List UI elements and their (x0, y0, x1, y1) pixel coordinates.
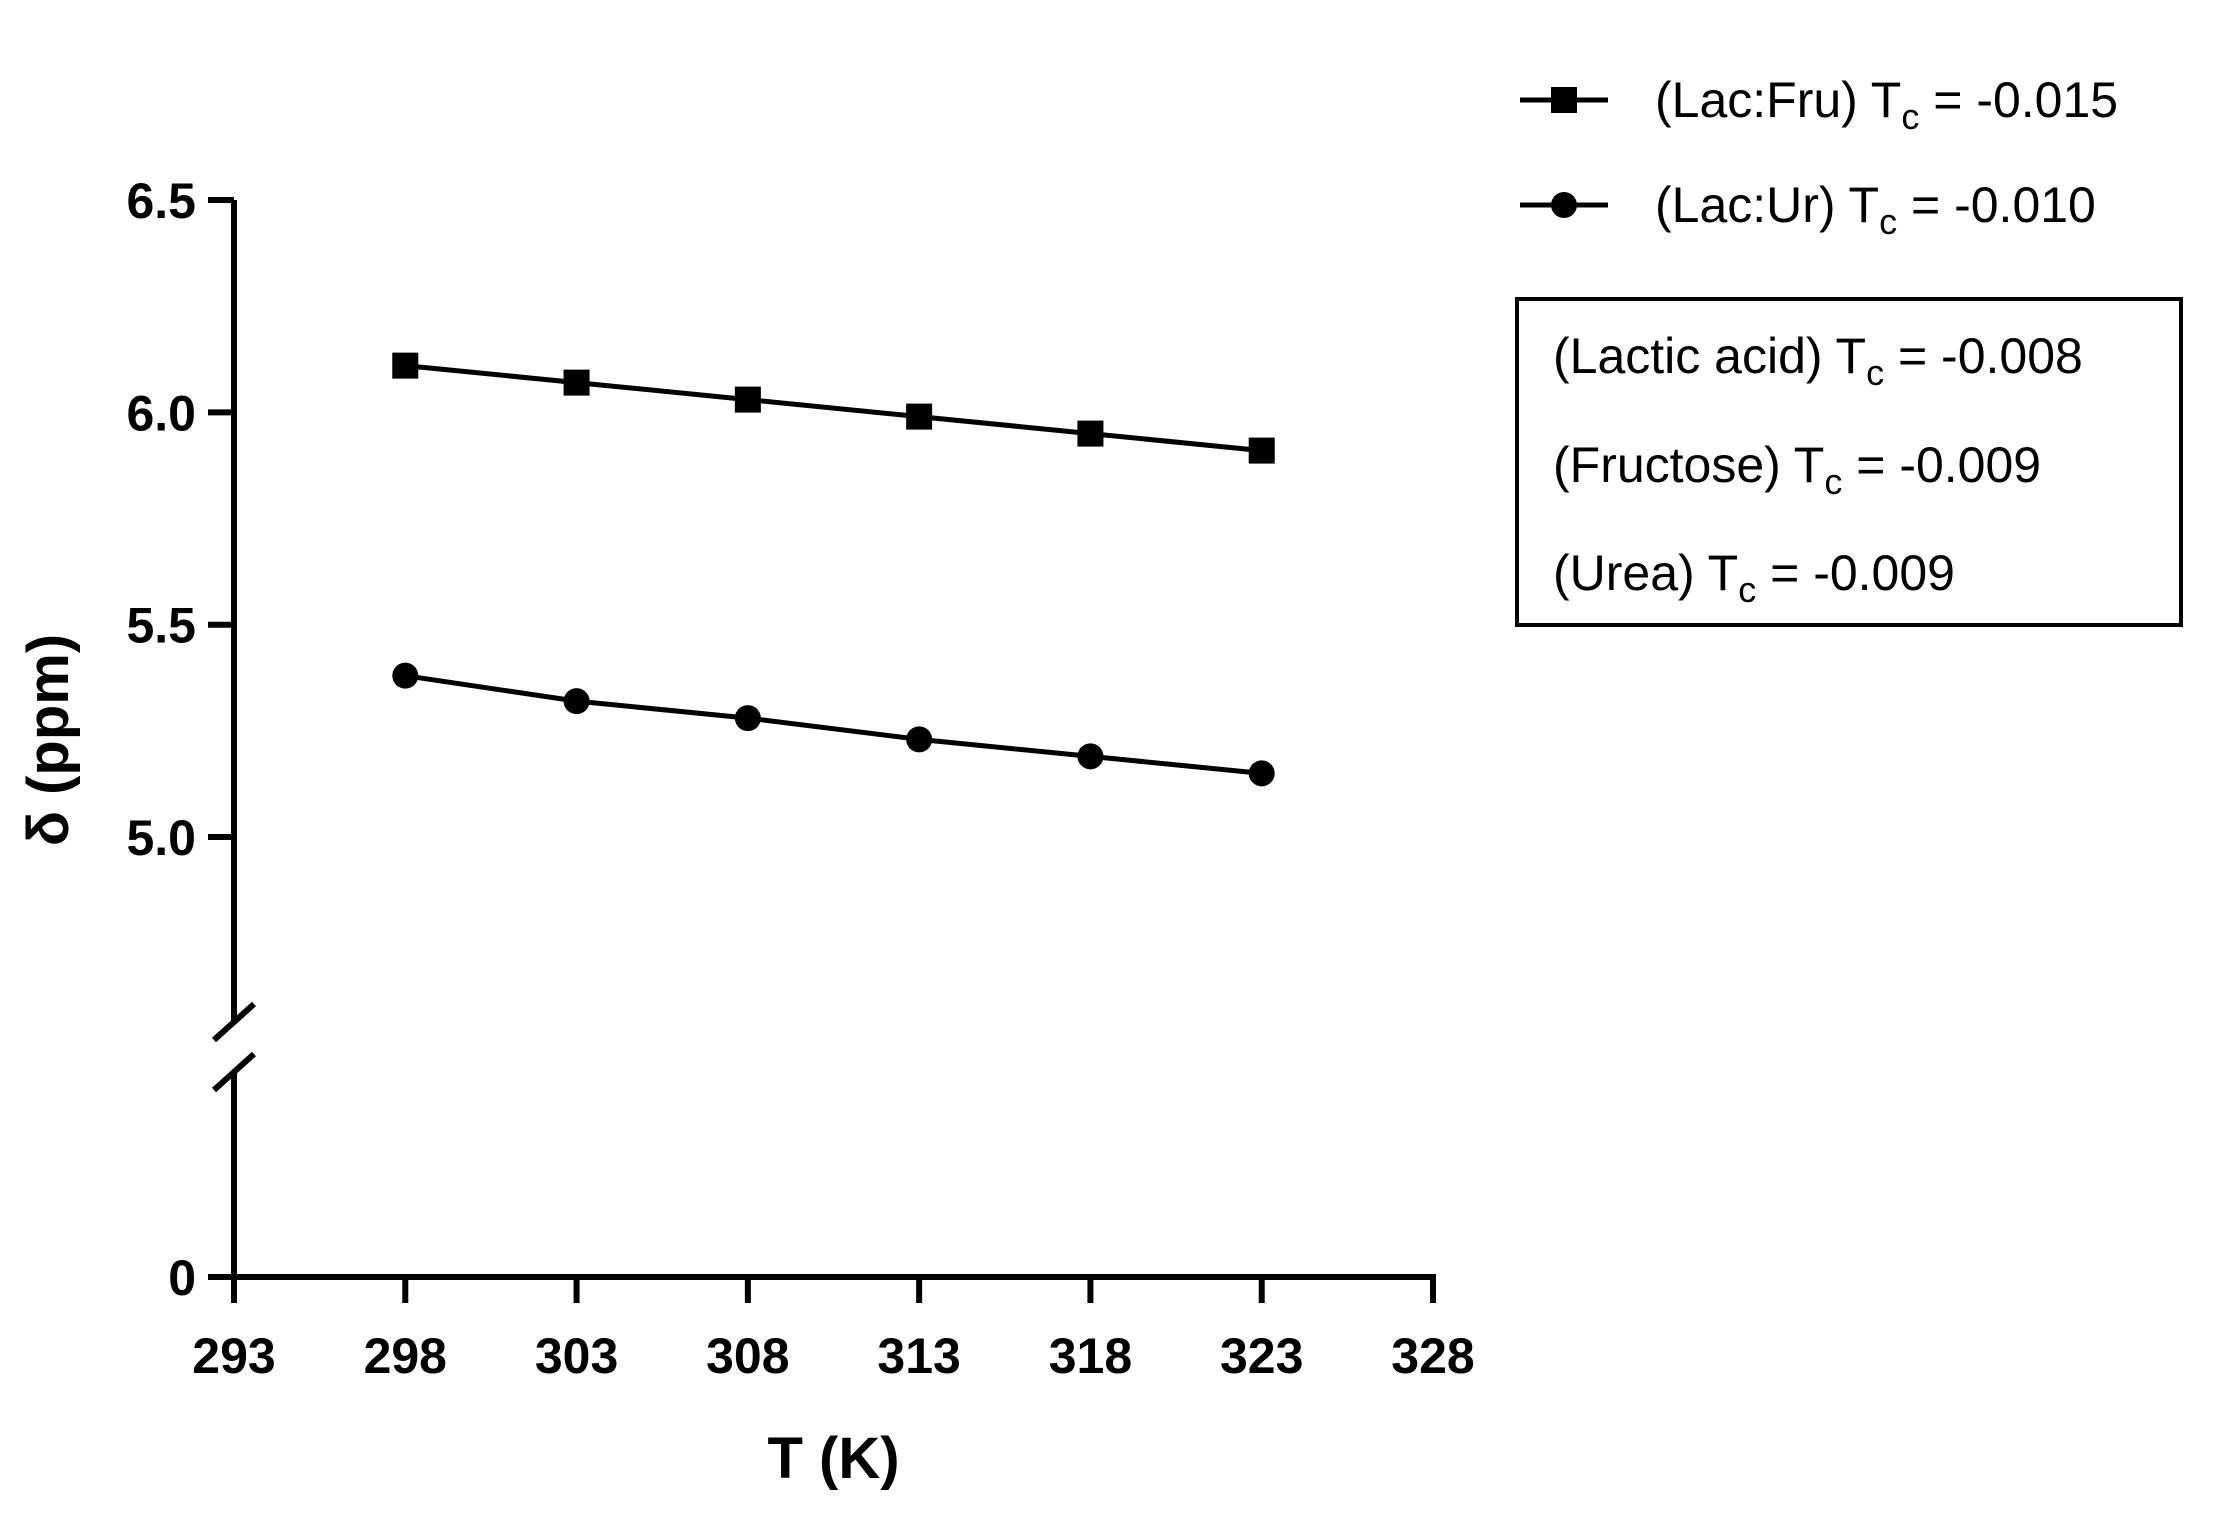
x-tick-label: 318 (1049, 1328, 1132, 1384)
series-layer (392, 352, 1275, 787)
series-square (392, 352, 1275, 464)
y-tick-label: 6.5 (126, 173, 196, 229)
series-circle (392, 662, 1275, 787)
legend-marker-circle (1551, 192, 1577, 218)
legend-marker-square (1551, 87, 1577, 113)
legend-layer: (Lac:Fru) Tc = -0.015 (Lac:Ur) Tc = -0.01… (1520, 72, 2118, 242)
data-point-circle (906, 726, 933, 753)
annotation-box (1515, 297, 2183, 627)
data-point-square (1077, 420, 1104, 447)
y-axis-break-mark (211, 1051, 257, 1093)
y-tick-label: 6.0 (126, 385, 196, 441)
data-point-circle (734, 705, 761, 732)
data-point-square (1248, 437, 1275, 464)
x-tick-label: 298 (364, 1328, 447, 1384)
legend-entry: (Lac:Fru) Tc = -0.015 (1520, 72, 2118, 137)
x-axis-title: T (K) (767, 1426, 899, 1491)
data-point-square (392, 352, 419, 379)
y-tick-label: 5.5 (126, 598, 196, 654)
y-tick-label: 0 (168, 1250, 196, 1306)
series-line (405, 363, 1262, 454)
annotation-text: (Lactic acid) Tc = -0.008 (1553, 328, 2083, 393)
x-tick-label: 323 (1220, 1328, 1303, 1384)
data-point-square (906, 403, 933, 430)
data-point-circle (563, 688, 590, 715)
y-tick-label: 5.0 (126, 810, 196, 866)
axes-layer: 293 298 303 308 313 318 323 328 0 5.0 5.5 6.0 6.5 T (… (16, 173, 1475, 1491)
legend-label: (Lac:Fru) Tc = -0.015 (1655, 72, 2118, 137)
data-point-square (734, 386, 761, 413)
y-axis-title: δ (ppm) (16, 634, 81, 846)
legend-label: (Lac:Ur) Tc = -0.010 (1655, 177, 2096, 242)
annotation-text: (Fructose) Tc = -0.009 (1553, 437, 2041, 502)
series-line (404, 673, 1262, 776)
data-point-circle (1248, 760, 1275, 787)
x-tick-label: 293 (192, 1328, 275, 1384)
data-point-circle (392, 662, 419, 689)
y-axis-break-mark (211, 1001, 257, 1043)
legend-entry: (Lac:Ur) Tc = -0.010 (1520, 177, 2096, 242)
annotation-layer: (Lactic acid) Tc = -0.008 (Fructose) Tc =… (1515, 297, 2183, 627)
annotation-text: (Urea) Tc = -0.009 (1553, 545, 1955, 610)
data-point-circle (1077, 743, 1104, 770)
x-tick-label: 313 (877, 1328, 960, 1384)
x-tick-label: 303 (535, 1328, 618, 1384)
data-point-square (563, 369, 590, 396)
x-tick-label: 328 (1391, 1328, 1474, 1384)
x-tick-label: 308 (706, 1328, 789, 1384)
